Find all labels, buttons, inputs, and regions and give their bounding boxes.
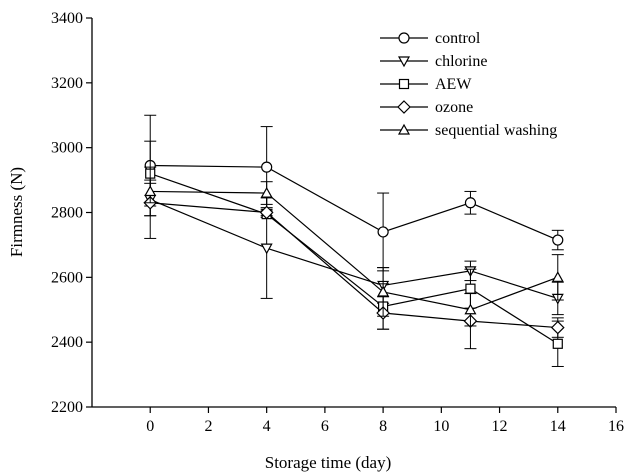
series-line <box>150 164 559 241</box>
legend-label: AEW <box>435 76 472 93</box>
data-point <box>551 271 564 282</box>
y-tick-label: 2600 <box>51 269 83 286</box>
data-point <box>377 226 389 238</box>
series-chlorine <box>144 182 564 316</box>
series-line <box>150 202 558 329</box>
y-tick-label: 2400 <box>51 334 83 351</box>
x-axis-label: Storage time (day) <box>265 453 392 472</box>
series-sequential-washing <box>144 179 564 327</box>
legend-label: ozone <box>435 99 473 116</box>
y-tick-label: 2200 <box>51 399 83 416</box>
legend-entry: ozone <box>380 99 473 116</box>
y-tick-label: 3400 <box>51 10 83 27</box>
data-point <box>465 283 476 294</box>
data-point <box>259 205 274 220</box>
x-tick-label: 14 <box>550 418 566 435</box>
legend-entry: control <box>380 30 481 47</box>
legend: control chlorine AEW ozone sequential washin… <box>380 30 557 139</box>
x-tick-label: 8 <box>379 418 387 435</box>
x-tick-label: 0 <box>146 418 154 435</box>
data-point <box>552 338 563 349</box>
axes: 0 2 4 6 8 10 12 14 16 2200 2400 2600 2800 3000 3200 340… <box>51 10 624 435</box>
data-point <box>550 320 565 335</box>
legend-entry: chlorine <box>380 53 487 70</box>
legend-entry: AEW <box>380 76 472 93</box>
series-line <box>150 173 559 345</box>
legend-entry: sequential washing <box>380 122 557 139</box>
legend-marker <box>397 100 411 114</box>
x-tick-label: 16 <box>608 418 624 435</box>
legend-label: chlorine <box>435 53 487 70</box>
data-point <box>552 234 564 246</box>
series-line <box>150 190 558 311</box>
data-point <box>260 186 273 198</box>
legend-marker <box>397 123 411 135</box>
y-tick-label: 3200 <box>51 75 83 92</box>
series-aew <box>144 140 564 367</box>
data-point <box>464 303 477 315</box>
data-point <box>464 197 477 209</box>
data-point <box>261 161 273 173</box>
series-ozone <box>143 166 565 350</box>
legend-label: sequential washing <box>435 122 557 139</box>
legend-marker <box>398 32 410 44</box>
x-tick-label: 12 <box>492 418 508 435</box>
data-point <box>260 243 273 255</box>
data-point <box>144 185 157 197</box>
x-tick-label: 10 <box>433 418 449 435</box>
x-tick-label: 6 <box>321 418 329 435</box>
y-tick-label: 2800 <box>51 205 83 222</box>
x-tick-label: 2 <box>204 418 212 435</box>
legend-marker <box>398 78 410 90</box>
x-tick-label: 4 <box>263 418 271 435</box>
legend-label: control <box>435 30 481 47</box>
plot-area <box>143 114 565 367</box>
y-tick-label: 3000 <box>51 140 83 157</box>
legend-marker <box>397 56 411 68</box>
data-point <box>377 285 390 297</box>
y-axis-label: Firmness (N) <box>7 167 26 257</box>
